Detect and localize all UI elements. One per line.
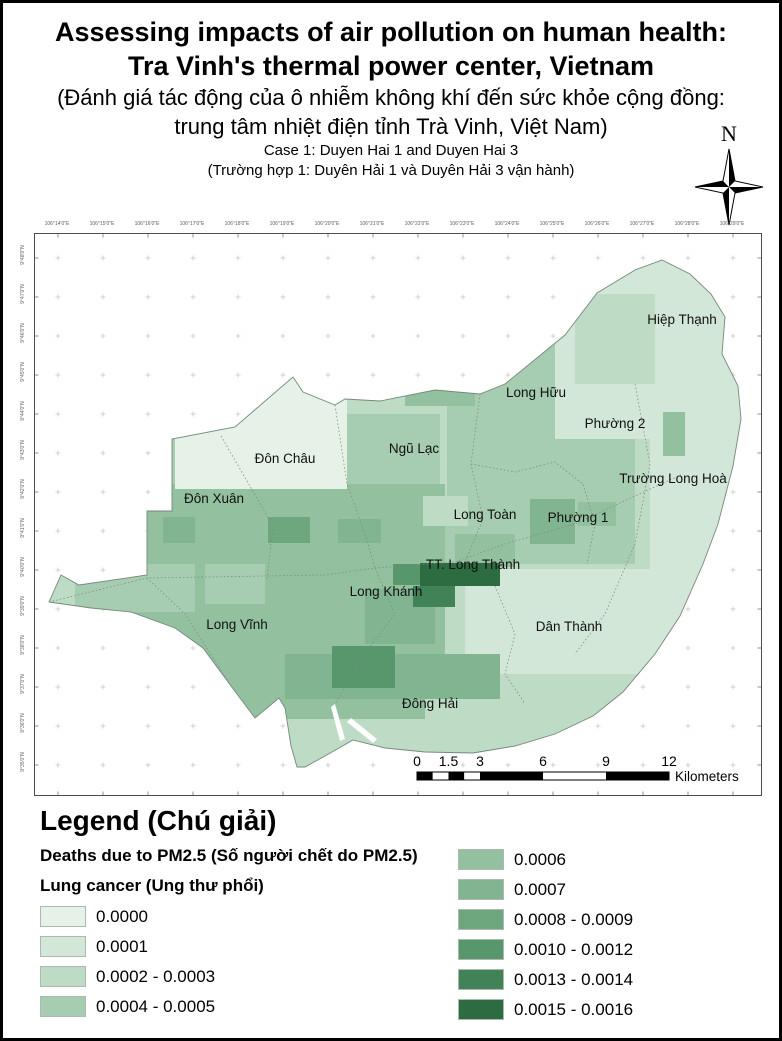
map-frame: Hiệp Thạnh Long Hữu Phường 2 Ngũ Lạc Đôn Châ… bbox=[34, 233, 762, 796]
title-line-1: Assessing impacts of air pollution on hu… bbox=[54, 17, 728, 47]
scale-tick-label: 1.5 bbox=[439, 753, 459, 769]
scale-tick-label: 3 bbox=[476, 753, 484, 769]
longitude-tick: 106°20'0"E bbox=[314, 221, 340, 227]
scale-tick-label: 9 bbox=[602, 753, 610, 769]
place-label: Đông Hải bbox=[402, 696, 458, 711]
longitude-tick: 106°23'0"E bbox=[449, 221, 475, 227]
latitude-tick-labels: 9°48'0"N 9°47'0"N 9°46'0"N 9°45'0"N 9°44'0"N… bbox=[16, 233, 30, 794]
legend-value-label: 0.0013 - 0.0014 bbox=[514, 970, 634, 989]
latitude-tick: 9°35'0"N bbox=[20, 752, 26, 772]
subtitle-line-2: trung tâm nhiệt điện tỉnh Trà Vinh, Việt… bbox=[174, 114, 608, 139]
longitude-tick: 106°17'0"E bbox=[179, 221, 205, 227]
longitude-tick: 106°21'0"E bbox=[359, 221, 385, 227]
longitude-tick: 106°27'0"E bbox=[629, 221, 655, 227]
latitude-tick: 9°39'0"N bbox=[20, 596, 26, 616]
place-label: Long Khánh bbox=[350, 584, 423, 599]
legend-swatch bbox=[40, 966, 86, 987]
legend-value-label: 0.0004 - 0.0005 bbox=[96, 997, 216, 1016]
case-line-1: Case 1: Duyen Hai 1 and Duyen Hai 3 bbox=[263, 142, 519, 159]
legend-subtitle-deaths: Deaths due to PM2.5 (Số người chết do PM… bbox=[40, 846, 418, 865]
longitude-tick: 106°28'0"E bbox=[674, 221, 700, 227]
scale-tick-label: 12 bbox=[661, 753, 677, 769]
place-label: Dân Thành bbox=[536, 619, 603, 634]
legend-swatch bbox=[458, 939, 504, 960]
latitude-tick: 9°38'0"N bbox=[20, 635, 26, 655]
commune-boundaries bbox=[49, 383, 684, 705]
scale-tick-label: 6 bbox=[539, 753, 547, 769]
latitude-tick: 9°43'0"N bbox=[20, 440, 26, 460]
latitude-tick: 9°46'0"N bbox=[20, 323, 26, 343]
longitude-tick-labels: 106°14'0"E 106°15'0"E 106°16'0"E 106°17'0"E… bbox=[34, 218, 760, 231]
legend-value-label: 0.0015 - 0.0016 bbox=[514, 1000, 634, 1019]
place-label: Long Vĩnh bbox=[206, 617, 268, 632]
legend-value-label: 0.0006 bbox=[514, 850, 566, 869]
title-block: Assessing impacts of air pollution on hu… bbox=[3, 15, 779, 181]
latitude-tick: 9°41'0"N bbox=[20, 518, 26, 538]
legend-swatch bbox=[40, 906, 86, 927]
legend: Legend (Chú giải) Deaths due to PM2.5 (S… bbox=[3, 801, 779, 1038]
longitude-tick: 106°19'0"E bbox=[269, 221, 295, 227]
district-outline bbox=[48, 259, 742, 768]
longitude-tick: 106°16'0"E bbox=[134, 221, 160, 227]
latitude-tick: 9°44'0"N bbox=[20, 401, 26, 421]
place-labels: Hiệp Thạnh Long Hữu Phường 2 Ngũ Lạc Đôn Châ… bbox=[184, 312, 727, 711]
subtitle-line-1: (Đánh giá tác động của ô nhiễm không khí… bbox=[57, 85, 725, 110]
legend-swatch bbox=[40, 996, 86, 1017]
legend-value-label: 0.0001 bbox=[96, 937, 148, 956]
longitude-tick: 106°24'0"E bbox=[494, 221, 520, 227]
map-canvas[interactable]: Hiệp Thạnh Long Hữu Phường 2 Ngũ Lạc Đôn Châ… bbox=[35, 234, 761, 795]
legend-value-label: 0.0002 - 0.0003 bbox=[96, 967, 216, 986]
legend-value-label: 0.0008 - 0.0009 bbox=[514, 910, 634, 929]
north-label: N bbox=[721, 121, 737, 146]
scale-tick-label: 0 bbox=[413, 753, 421, 769]
frame-ticks bbox=[35, 234, 761, 795]
longitude-tick: 106°26'0"E bbox=[584, 221, 610, 227]
place-label: Ngũ Lạc bbox=[389, 441, 440, 456]
legend-value-label: 0.0010 - 0.0012 bbox=[514, 940, 634, 959]
legend-subtitle-lung-cancer: Lung cancer (Ung thư phổi) bbox=[40, 876, 264, 895]
legend-swatch bbox=[458, 849, 504, 870]
legend-swatch bbox=[458, 999, 504, 1020]
longitude-tick: 106°15'0"E bbox=[89, 221, 115, 227]
legend-value-label: 0.0007 bbox=[514, 880, 566, 899]
place-label: Đôn Châu bbox=[255, 451, 316, 466]
place-label: Hiệp Thạnh bbox=[647, 312, 717, 327]
place-label: Trường Long Hoà bbox=[619, 471, 727, 486]
longitude-tick: 106°29'0"E bbox=[719, 221, 745, 227]
legend-swatch bbox=[458, 969, 504, 990]
place-label: Đôn Xuân bbox=[184, 491, 244, 506]
place-label: Phường 1 bbox=[548, 510, 609, 525]
longitude-tick: 106°22'0"E bbox=[404, 221, 430, 227]
latitude-tick: 9°47'0"N bbox=[20, 284, 26, 304]
title-line-2: Tra Vinh's thermal power center, Vietnam bbox=[127, 51, 655, 81]
case-line-2: (Trường hợp 1: Duyên Hải 1 và Duyên Hải … bbox=[207, 162, 575, 179]
compass-star-icon bbox=[694, 148, 764, 226]
latitude-tick: 9°45'0"N bbox=[20, 362, 26, 382]
legend-value-label: 0.0000 bbox=[96, 907, 148, 926]
place-label: Long Toàn bbox=[454, 507, 517, 522]
longitude-tick: 106°14'0"E bbox=[44, 221, 70, 227]
legend-swatch bbox=[40, 936, 86, 957]
scale-unit-label: Kilometers bbox=[675, 769, 739, 784]
latitude-tick: 9°48'0"N bbox=[20, 245, 26, 265]
place-label: TT. Long Thành bbox=[426, 557, 520, 572]
place-label: Long Hữu bbox=[506, 385, 566, 400]
latitude-tick: 9°42'0"N bbox=[20, 479, 26, 499]
legend-title: Legend (Chú giải) bbox=[40, 805, 277, 836]
longitude-tick: 106°25'0"E bbox=[539, 221, 565, 227]
north-arrow: N bbox=[687, 123, 771, 233]
place-label: Phường 2 bbox=[585, 416, 646, 431]
legend-swatch bbox=[458, 879, 504, 900]
latitude-tick: 9°37'0"N bbox=[20, 674, 26, 694]
longitude-tick: 106°18'0"E bbox=[224, 221, 250, 227]
legend-swatch bbox=[458, 909, 504, 930]
latitude-tick: 9°36'0"N bbox=[20, 713, 26, 733]
latitude-tick: 9°40'0"N bbox=[20, 557, 26, 577]
